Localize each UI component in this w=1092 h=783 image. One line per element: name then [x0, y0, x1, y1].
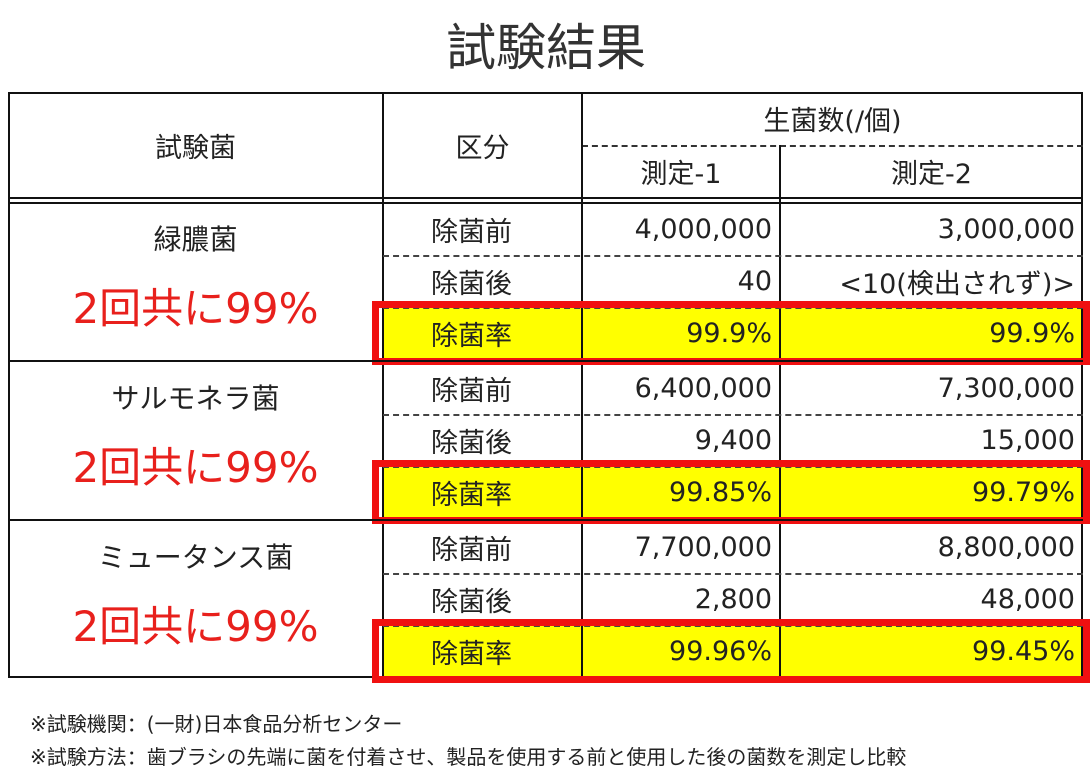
value: 40 — [737, 265, 772, 297]
rule — [582, 145, 1083, 147]
footnote: ※試験機関：(一財)日本食品分析センター — [30, 712, 403, 736]
highlight-box — [372, 460, 1090, 524]
rule — [383, 414, 1083, 416]
rule — [8, 92, 1083, 94]
footnote: ※試験方法：歯ブラシの先端に菌を付着させ、製品を使用する前と使用した後の菌数を測… — [30, 745, 907, 769]
value: 2,800 — [694, 583, 772, 615]
rule — [383, 255, 1083, 257]
rule — [383, 625, 1083, 627]
value: 99.79% — [972, 476, 1075, 508]
value: <10(検出されず)> — [839, 268, 1075, 300]
value: 15,000 — [980, 424, 1075, 456]
value: 7,700,000 — [634, 531, 772, 563]
value: 9,400 — [694, 424, 772, 456]
row-label: 除菌率 — [431, 320, 512, 352]
rule — [383, 466, 1083, 468]
rule — [1081, 92, 1083, 678]
row-label: 除菌後 — [431, 427, 512, 459]
header-cell: 試験菌 — [155, 132, 236, 164]
row-label: 除菌前 — [431, 375, 512, 407]
row-label: 除菌前 — [431, 216, 512, 248]
value: 4,000,000 — [634, 213, 772, 245]
value: 99.45% — [972, 635, 1075, 667]
row-label: 除菌前 — [431, 534, 512, 566]
rule — [382, 92, 384, 678]
value: 99.9% — [686, 317, 772, 349]
row-label: 除菌後 — [431, 586, 512, 618]
rule — [779, 145, 781, 676]
value: 48,000 — [980, 583, 1075, 615]
highlight-box — [372, 301, 1090, 365]
rule — [8, 202, 1083, 204]
value: 6,400,000 — [634, 372, 772, 404]
header-cell: 測定-2 — [891, 159, 972, 190]
header-cell: 測定-1 — [640, 159, 722, 190]
rule — [8, 92, 10, 678]
group-name: サルモネラ菌 — [111, 382, 280, 415]
rule — [8, 360, 1083, 362]
group-note: 2回共に99% — [72, 601, 319, 651]
rule — [581, 92, 583, 678]
highlight-box — [372, 619, 1090, 683]
value: 99.96% — [669, 635, 772, 667]
group-note: 2回共に99% — [72, 442, 319, 492]
rule — [8, 197, 1083, 199]
group-note: 2回共に99% — [72, 283, 319, 333]
value: 99.85% — [669, 476, 772, 508]
row-label: 除菌率 — [431, 638, 512, 670]
group-name: 緑膿菌 — [153, 223, 238, 256]
rule — [383, 573, 1083, 575]
value: 7,300,000 — [937, 372, 1075, 404]
header-cell: 生菌数(/個) — [763, 106, 902, 137]
header-cell: 区分 — [455, 132, 510, 164]
title: 試験結果 — [446, 19, 646, 77]
rule — [383, 307, 1083, 309]
rule — [8, 519, 1083, 521]
row-label: 除菌後 — [431, 268, 512, 300]
value: 3,000,000 — [937, 213, 1075, 245]
group-name: ミュータンス菌 — [97, 541, 294, 574]
value: 99.9% — [989, 317, 1075, 349]
row-label: 除菌率 — [431, 479, 512, 511]
value: 8,800,000 — [937, 531, 1075, 563]
